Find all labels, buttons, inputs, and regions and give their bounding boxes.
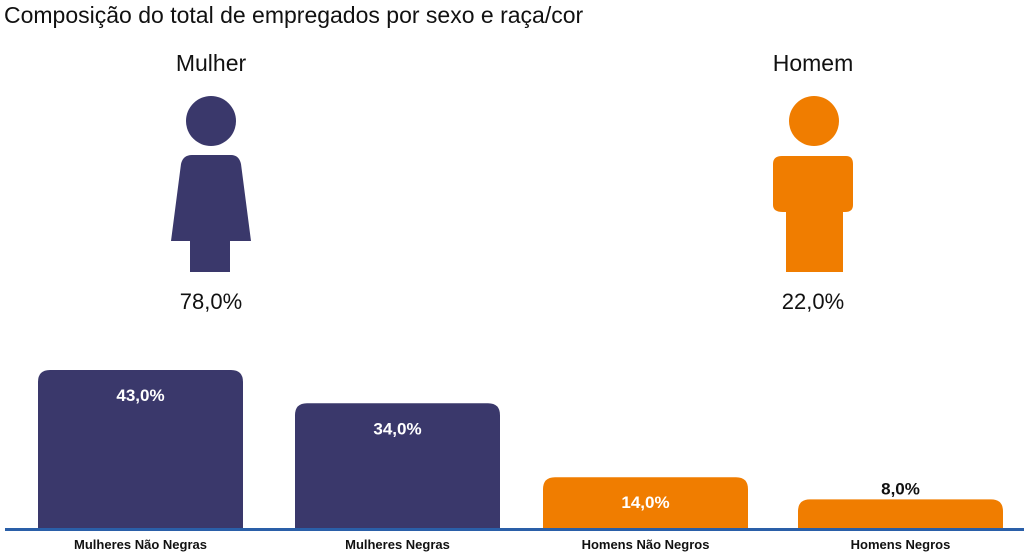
label-homem: Homem [772,50,854,76]
bar-3 [798,499,1003,529]
pct-mulher: 78,0% [179,289,243,314]
bar-0 [38,370,243,529]
category-label: Mulheres Negras [345,537,450,552]
pct-homem: 22,0% [781,289,845,314]
woman-icon [171,96,251,272]
bar-value-label: 14,0% [621,493,669,512]
bar-value-label: 8,0% [881,479,920,498]
bar-1 [295,403,500,529]
category-label: Homens Negros [851,537,951,552]
label-mulher: Mulher [175,50,247,76]
category-label: Mulheres Não Negras [74,537,207,552]
category-label: Homens Não Negros [582,537,710,552]
chart-title: Composição do total de empregados por se… [4,2,584,28]
man-icon [773,96,853,272]
bar-value-label: 34,0% [373,419,421,438]
bar-value-label: 43,0% [116,386,164,405]
bar-2 [543,477,748,529]
